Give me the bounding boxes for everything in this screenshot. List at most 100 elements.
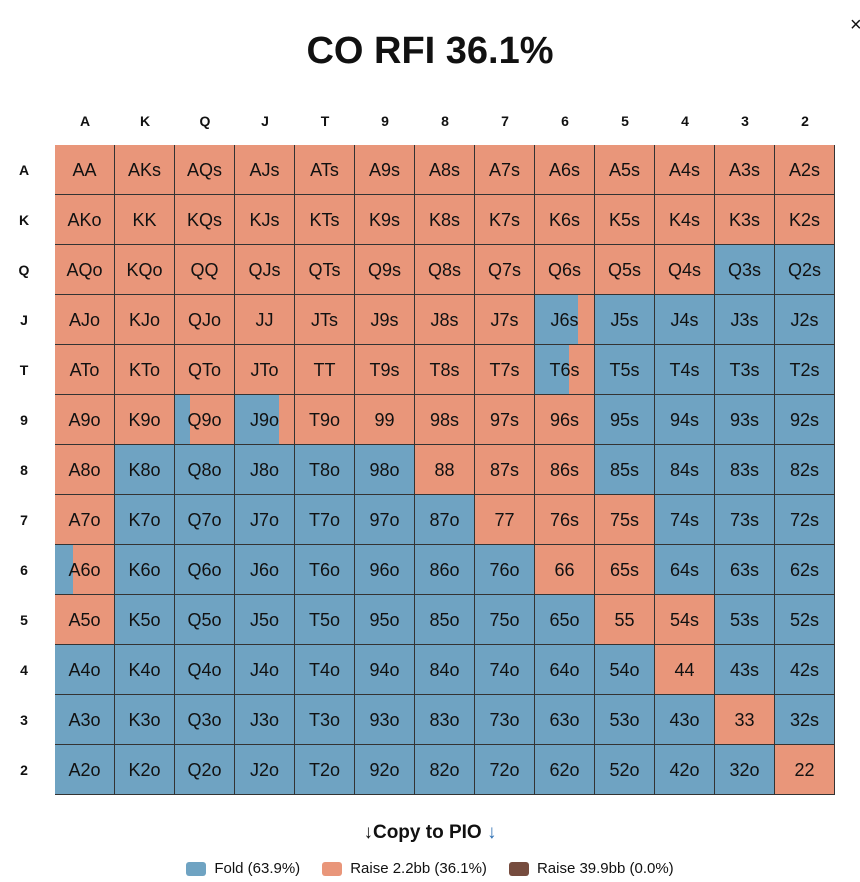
hand-cell[interactable]: 93s (715, 395, 775, 445)
hand-cell[interactable]: T9s (355, 345, 415, 395)
hand-cell[interactable]: A6s (535, 145, 595, 195)
hand-cell[interactable]: T5s (595, 345, 655, 395)
hand-cell[interactable]: K7s (475, 195, 535, 245)
hand-cell[interactable]: K7o (115, 495, 175, 545)
hand-cell[interactable]: 99 (355, 395, 415, 445)
hand-cell[interactable]: KTo (115, 345, 175, 395)
hand-cell[interactable]: J6s (535, 295, 595, 345)
hand-cell[interactable]: 72s (775, 495, 835, 545)
hand-cell[interactable]: A8o (55, 445, 115, 495)
hand-cell[interactable]: 66 (535, 545, 595, 595)
hand-cell[interactable]: 52s (775, 595, 835, 645)
hand-cell[interactable]: TT (295, 345, 355, 395)
hand-cell[interactable]: 44 (655, 645, 715, 695)
hand-cell[interactable]: AQs (175, 145, 235, 195)
hand-cell[interactable]: ATo (55, 345, 115, 395)
hand-cell[interactable]: J8o (235, 445, 295, 495)
hand-cell[interactable]: 64s (655, 545, 715, 595)
hand-cell[interactable]: 88 (415, 445, 475, 495)
hand-cell[interactable]: 96o (355, 545, 415, 595)
hand-cell[interactable]: A3o (55, 695, 115, 745)
hand-cell[interactable]: QQ (175, 245, 235, 295)
hand-cell[interactable]: 73o (475, 695, 535, 745)
hand-cell[interactable]: J2o (235, 745, 295, 795)
hand-cell[interactable]: AJo (55, 295, 115, 345)
hand-cell[interactable]: 43o (655, 695, 715, 745)
hand-cell[interactable]: Q5s (595, 245, 655, 295)
hand-cell[interactable]: 32s (775, 695, 835, 745)
hand-cell[interactable]: Q3s (715, 245, 775, 295)
hand-cell[interactable]: 75o (475, 595, 535, 645)
hand-cell[interactable]: 92s (775, 395, 835, 445)
hand-cell[interactable]: K4o (115, 645, 175, 695)
hand-cell[interactable]: Q9o (175, 395, 235, 445)
hand-cell[interactable]: K6s (535, 195, 595, 245)
hand-cell[interactable]: 92o (355, 745, 415, 795)
hand-cell[interactable]: 85s (595, 445, 655, 495)
hand-cell[interactable]: Q3o (175, 695, 235, 745)
hand-cell[interactable]: 54o (595, 645, 655, 695)
hand-cell[interactable]: 94o (355, 645, 415, 695)
hand-cell[interactable]: Q8o (175, 445, 235, 495)
hand-cell[interactable]: JJ (235, 295, 295, 345)
hand-cell[interactable]: 42s (775, 645, 835, 695)
hand-cell[interactable]: 52o (595, 745, 655, 795)
hand-cell[interactable]: T4s (655, 345, 715, 395)
hand-cell[interactable]: A5o (55, 595, 115, 645)
hand-cell[interactable]: 62s (775, 545, 835, 595)
hand-cell[interactable]: A7o (55, 495, 115, 545)
hand-cell[interactable]: K9o (115, 395, 175, 445)
hand-cell[interactable]: 43s (715, 645, 775, 695)
hand-cell[interactable]: QTo (175, 345, 235, 395)
hand-cell[interactable]: 76o (475, 545, 535, 595)
hand-cell[interactable]: A3s (715, 145, 775, 195)
hand-cell[interactable]: AJs (235, 145, 295, 195)
hand-cell[interactable]: T7o (295, 495, 355, 545)
hand-cell[interactable]: 63o (535, 695, 595, 745)
hand-cell[interactable]: Q4o (175, 645, 235, 695)
hand-cell[interactable]: 62o (535, 745, 595, 795)
close-icon[interactable]: × (850, 14, 860, 36)
hand-cell[interactable]: Q4s (655, 245, 715, 295)
hand-cell[interactable]: T8o (295, 445, 355, 495)
hand-cell[interactable]: K5s (595, 195, 655, 245)
hand-cell[interactable]: 97o (355, 495, 415, 545)
hand-cell[interactable]: A5s (595, 145, 655, 195)
hand-cell[interactable]: T2o (295, 745, 355, 795)
hand-cell[interactable]: J2s (775, 295, 835, 345)
hand-cell[interactable]: A9s (355, 145, 415, 195)
hand-cell[interactable]: J3s (715, 295, 775, 345)
hand-cell[interactable]: AA (55, 145, 115, 195)
hand-cell[interactable]: 95s (595, 395, 655, 445)
hand-cell[interactable]: 73s (715, 495, 775, 545)
hand-cell[interactable]: T6s (535, 345, 595, 395)
hand-cell[interactable]: J9o (235, 395, 295, 445)
hand-cell[interactable]: 96s (535, 395, 595, 445)
hand-cell[interactable]: T3o (295, 695, 355, 745)
hand-cell[interactable]: KJo (115, 295, 175, 345)
hand-cell[interactable]: 83o (415, 695, 475, 745)
hand-cell[interactable]: QJs (235, 245, 295, 295)
hand-cell[interactable]: KTs (295, 195, 355, 245)
hand-cell[interactable]: Q5o (175, 595, 235, 645)
hand-cell[interactable]: 33 (715, 695, 775, 745)
hand-cell[interactable]: KQs (175, 195, 235, 245)
hand-cell[interactable]: 97s (475, 395, 535, 445)
hand-cell[interactable]: J5s (595, 295, 655, 345)
hand-cell[interactable]: J3o (235, 695, 295, 745)
hand-cell[interactable]: 22 (775, 745, 835, 795)
hand-cell[interactable]: A8s (415, 145, 475, 195)
hand-cell[interactable]: Q8s (415, 245, 475, 295)
hand-cell[interactable]: QTs (295, 245, 355, 295)
hand-cell[interactable]: 76s (535, 495, 595, 545)
hand-cell[interactable]: 77 (475, 495, 535, 545)
hand-cell[interactable]: ATs (295, 145, 355, 195)
hand-cell[interactable]: K3o (115, 695, 175, 745)
hand-cell[interactable]: AQo (55, 245, 115, 295)
hand-cell[interactable]: 98o (355, 445, 415, 495)
hand-cell[interactable]: Q7s (475, 245, 535, 295)
hand-cell[interactable]: T5o (295, 595, 355, 645)
hand-cell[interactable]: J6o (235, 545, 295, 595)
hand-cell[interactable]: T6o (295, 545, 355, 595)
hand-cell[interactable]: T4o (295, 645, 355, 695)
